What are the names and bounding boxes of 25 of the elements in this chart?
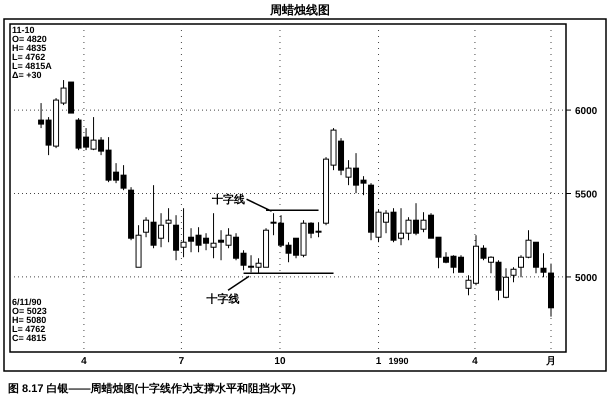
- annotation: Δ= +30: [12, 70, 42, 80]
- chart-title: 周蜡烛线图: [269, 3, 330, 17]
- annotation: L= 4762: [12, 324, 46, 334]
- x-tick-label: 4: [472, 356, 478, 367]
- x-tick-label: 7: [178, 356, 185, 367]
- annotation: O= 4820: [12, 34, 47, 44]
- annotation: 11-10: [12, 25, 35, 35]
- annotation: H= 5080: [12, 315, 46, 325]
- x-tick-label: 1: [376, 356, 382, 367]
- annotation: 6/11/90: [12, 297, 42, 307]
- y-tick-label: 6000: [575, 106, 598, 118]
- annotation: C= 4815: [12, 333, 46, 343]
- y-tick-label: 5000: [575, 272, 598, 284]
- annotation: 十字线: [211, 193, 246, 206]
- y-tick-label: 5500: [575, 190, 598, 201]
- x-tick-label: 月: [545, 356, 556, 367]
- annotation: H= 4835: [12, 43, 46, 53]
- annotation: O= 5023: [12, 306, 47, 316]
- annotation: L= 4762: [12, 52, 46, 62]
- annotation: L= 4815A: [12, 61, 52, 71]
- caption: 图 8.17 白银——周蜡烛图(十字线作为支撑水平和阻挡水平): [8, 382, 296, 395]
- x-tick-label: 10: [274, 356, 286, 367]
- text: 1990: [388, 356, 409, 366]
- x-tick-label: 4: [81, 356, 88, 367]
- annotation: 十字线: [206, 292, 240, 306]
